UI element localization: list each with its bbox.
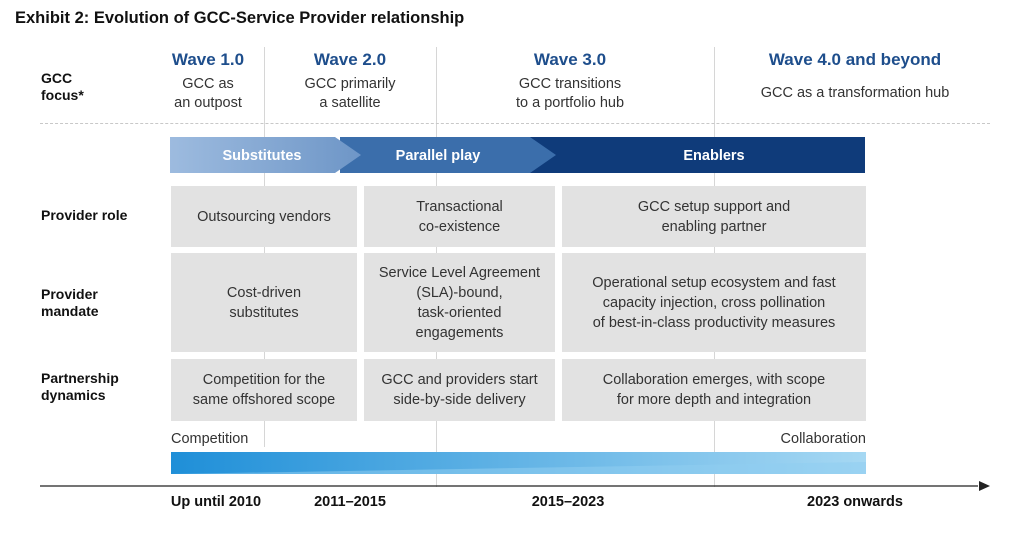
- timeline-label-4: 2023 onwards: [807, 494, 903, 510]
- wave-divider-1: [264, 47, 265, 447]
- partnership-dynamics-cell-3: Collaboration emerges, with scope for mo…: [562, 359, 866, 421]
- arrow-segment-substitutes: [170, 137, 361, 173]
- timeline-axis: [40, 481, 990, 491]
- row-label-provider-mandate: Provider mandate: [41, 286, 99, 319]
- partnership-dynamics-cell-1: Competition for the same offshored scope: [171, 359, 357, 421]
- arrow-segment-enablers: [530, 137, 865, 173]
- arrow-label-parallel-play: Parallel play: [396, 148, 481, 164]
- arrow-label-substitutes: Substitutes: [223, 148, 302, 164]
- timeline-label-3: 2015–2023: [531, 494, 605, 510]
- row-label-gcc-focus: GCC focus*: [41, 70, 84, 103]
- partnership-dynamics-cell-2: GCC and providers start side-by-side del…: [364, 359, 555, 421]
- wave-2-desc: GCC primarily a satellite: [304, 76, 396, 111]
- row-label-provider-role: Provider role: [41, 207, 128, 223]
- provider-mandate-cell-3: Operational setup ecosystem and fast cap…: [562, 253, 866, 352]
- wave-3-title: Wave 3.0: [533, 50, 607, 69]
- provider-mandate-cell-1: Cost-driven substitutes: [171, 253, 357, 352]
- timeline-label-2: 2011–2015: [314, 494, 386, 510]
- provider-role-cell-2: Transactional co-existence: [364, 186, 555, 247]
- exhibit-title: Exhibit 2: Evolution of GCC-Service Prov…: [15, 9, 465, 27]
- wave-2-title: Wave 2.0: [313, 50, 387, 69]
- arrow-segment-parallel-play: [340, 137, 556, 173]
- wave-1-title: Wave 1.0: [171, 50, 245, 69]
- wave-4-title: Wave 4.0 and beyond: [768, 50, 942, 69]
- wave-1-desc: GCC as an outpost: [174, 76, 242, 111]
- timeline-arrowhead-icon: [979, 481, 990, 491]
- timeline-label-1: Up until 2010: [170, 494, 262, 510]
- spectrum-label-competition: Competition: [171, 431, 249, 447]
- provider-role-cell-1: Outsourcing vendors: [171, 186, 357, 247]
- wave-4-desc: GCC as a transformation hub: [760, 85, 950, 101]
- row-label-partnership-dynamics: Partnership dynamics: [41, 370, 119, 403]
- competition-collaboration-gradient: [171, 452, 866, 474]
- spectrum-label-collaboration: Collaboration: [780, 431, 866, 447]
- wave-3-desc: GCC transitions to a portfolio hub: [515, 76, 625, 111]
- provider-mandate-cell-2: Service Level Agreement (SLA)-bound, tas…: [364, 253, 555, 352]
- provider-role-cell-3: GCC setup support and enabling partner: [562, 186, 866, 247]
- relationship-arrow-band: Substitutes Parallel play Enablers: [170, 137, 865, 173]
- header-separator: [40, 123, 990, 124]
- arrow-label-enablers: Enablers: [683, 148, 744, 164]
